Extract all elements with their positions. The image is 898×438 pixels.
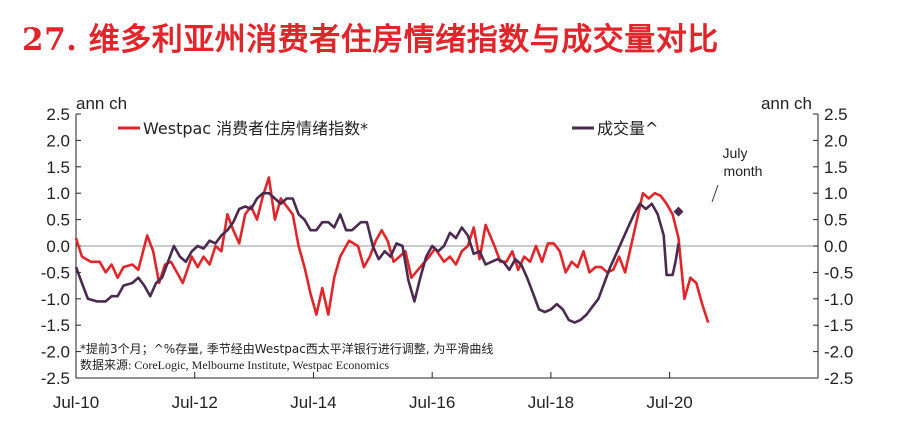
y-tick-label-left: 1.0 [46,184,70,203]
y-tick-label-left: -0.5 [41,263,70,282]
y-tick-label-right: -1.0 [824,290,853,309]
x-tick-label: Jul-16 [409,393,455,412]
y-tick-label-left: -2.5 [41,369,70,388]
annotation-line1: July [723,145,748,161]
y-axis-right-unit: ann ch [761,94,812,113]
x-tick-label: Jul-18 [528,393,574,412]
x-tick-label: Jul-14 [290,393,336,412]
x-tick-label: Jul-20 [646,393,692,412]
y-tick-label-right: 0.5 [824,211,848,230]
y-tick-label-left: 0.0 [46,237,70,256]
y-tick-label-left: -2.0 [41,343,70,362]
x-tick-label: Jul-12 [172,393,218,412]
y-tick-label-right: -2.0 [824,343,853,362]
x-tick-label: Jul-10 [53,393,99,412]
y-tick-label-right: 0.0 [824,237,848,256]
y-axis-right: 2.5 2.0 1.5 1.0 0.5 0.0 -0.5 -1.0 -1.5 -2.0 -2.5 [813,105,853,388]
legend-label-sentiment: Westpac 消费者住房情绪指数* [143,119,368,138]
annotation-pointer [711,184,719,203]
y-tick-label-right: 2.5 [824,105,848,124]
chart-title-text: 维多利亚州消费者住房情绪指数与成交量对比 [88,22,719,58]
y-tick-label-left: 2.5 [46,105,70,124]
y-axis-left: 2.5 2.0 1.5 1.0 0.5 0.0 -0.5 -1.0 -1.5 -2.0 -2.5 [41,105,81,388]
y-tick-label-right: 1.5 [824,158,848,177]
annotation-line2: month [724,163,763,179]
july-month-annotation: July month [711,145,763,203]
legend-label-volume: 成交量^ [597,119,658,138]
series-point-july-month [673,206,684,217]
y-tick-label-left: 2.0 [46,131,70,150]
y-tick-label-left: -1.5 [41,316,70,335]
y-tick-label-right: 2.0 [824,131,848,150]
y-tick-label-right: -2.5 [824,369,853,388]
chart-title: 27. 维多利亚州消费者住房情绪指数与成交量对比 [22,14,719,59]
y-tick-label-left: 0.5 [46,211,70,230]
y-tick-label-right: -0.5 [824,263,853,282]
y-axis-left-unit: ann ch [76,94,127,113]
series-line-volume [74,191,680,324]
footnote: *提前3个月；^%存量, 季节经由Westpac西太平洋银行进行调整, 为平滑曲… [80,341,493,356]
chart-title-number: 27. [22,22,78,58]
y-tick-label-right: 1.0 [824,184,848,203]
legend: Westpac 消费者住房情绪指数* 成交量^ [118,119,658,138]
y-tick-label-right: -1.5 [824,316,853,335]
y-tick-label-left: 1.5 [46,158,70,177]
y-tick-label-left: -1.0 [41,290,70,309]
source-note: 数据来源: CoreLogic, Melbourne Institute, We… [80,357,389,372]
series-line-sentiment [74,176,710,324]
x-axis: Jul-10 Jul-12 Jul-14 Jul-16 Jul-18 Jul-20 [53,372,693,412]
series-group [74,176,710,324]
